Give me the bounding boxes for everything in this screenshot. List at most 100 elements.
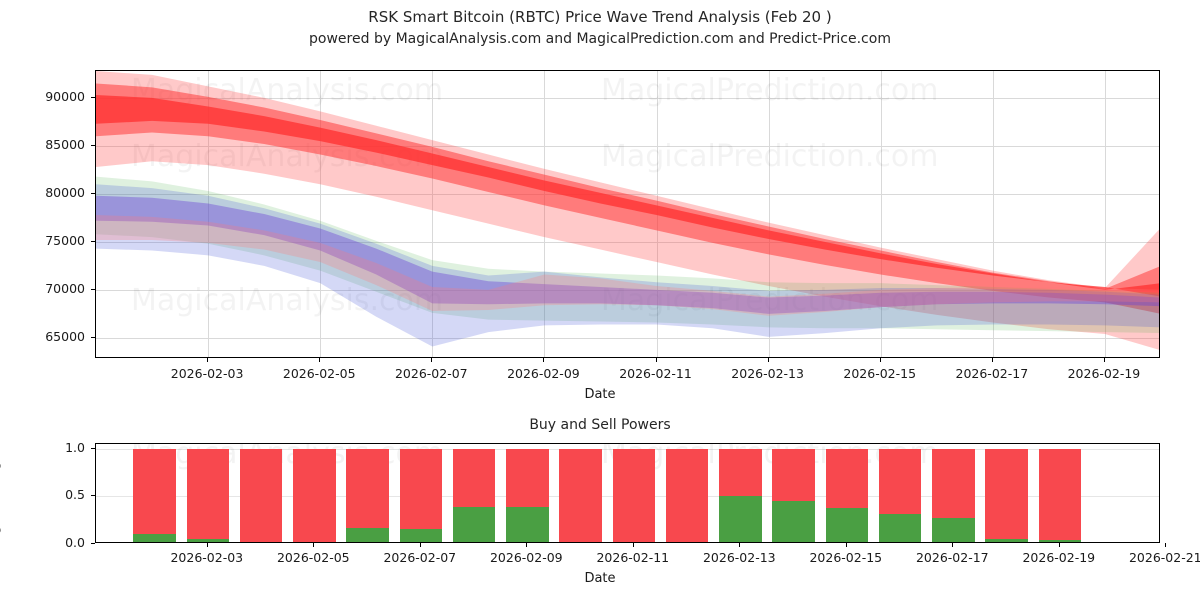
sell-power-segment xyxy=(878,448,922,514)
sell-power-segment xyxy=(665,448,709,542)
sell-power-segment xyxy=(1038,448,1082,541)
x-tick-label: 2026-02-15 xyxy=(843,366,917,381)
gridline-vertical xyxy=(880,71,882,357)
signal-bar[interactable] xyxy=(665,448,709,542)
signal-bar[interactable] xyxy=(985,448,1028,542)
signal-bar[interactable] xyxy=(878,448,922,542)
buy-power-segment xyxy=(559,542,602,543)
x-tick-label: 2026-02-11 xyxy=(596,550,670,565)
gridline-horizontal xyxy=(96,241,1159,243)
x-tick-mark xyxy=(526,543,528,547)
buy-power-segment xyxy=(452,506,496,542)
x-tick-label: 2026-02-09 xyxy=(507,366,580,381)
x-tick-label: 2026-02-13 xyxy=(702,550,776,565)
y-tick-label: 1.0 xyxy=(65,439,85,455)
signal-bar[interactable] xyxy=(932,448,975,542)
x-tick-label: 2026-02-03 xyxy=(170,550,244,565)
buy-power-segment xyxy=(293,542,336,543)
sell-power-segment xyxy=(293,448,336,542)
x-tick-mark xyxy=(1165,543,1167,547)
main-y-axis-label: Price xyxy=(0,153,1,185)
sell-power-segment xyxy=(612,448,656,542)
signal-bar[interactable] xyxy=(612,448,656,543)
main-plot-area: MagicalAnalysis.comMagicalPrediction.com… xyxy=(95,70,1160,358)
wave-band-blue-band xyxy=(96,184,1159,347)
buy-power-segment xyxy=(772,501,815,542)
price-wave-bands xyxy=(96,71,1159,350)
signal-bar[interactable] xyxy=(399,448,443,542)
y-tick-mark xyxy=(91,240,95,242)
x-tick-label: 2026-02-19 xyxy=(1022,550,1096,565)
sell-power-segment xyxy=(346,448,389,528)
gridline-horizontal xyxy=(96,289,1159,291)
y-tick-mark xyxy=(91,144,95,146)
sub-chart-title: Buy and Sell Powers xyxy=(529,417,671,433)
x-tick-mark xyxy=(632,543,634,547)
sell-power-segment xyxy=(506,448,549,507)
x-tick-mark xyxy=(1058,543,1060,547)
x-tick-mark xyxy=(543,358,545,362)
sub-x-axis-label: Date xyxy=(584,571,616,586)
y-tick-label: 80000 xyxy=(45,184,85,200)
gridline-vertical xyxy=(768,71,770,357)
signal-bar[interactable] xyxy=(825,448,869,542)
signal-bar[interactable] xyxy=(293,448,336,543)
x-tick-mark xyxy=(739,543,741,547)
x-tick-label: 2026-02-03 xyxy=(170,366,244,381)
wave-band-salmon-inner-band xyxy=(96,215,1159,316)
sell-power-segment xyxy=(932,448,975,519)
x-tick-label: 2026-02-13 xyxy=(731,366,804,381)
signal-bar[interactable] xyxy=(452,448,496,542)
buy-power-segment xyxy=(506,506,549,542)
buy-power-segment xyxy=(346,527,389,542)
y-tick-label: 65000 xyxy=(45,328,85,344)
sell-power-segment xyxy=(399,448,443,529)
signal-bar[interactable] xyxy=(239,448,283,543)
signal-bar[interactable] xyxy=(559,448,602,543)
x-tick-mark xyxy=(431,358,433,362)
sell-power-segment xyxy=(452,448,496,507)
buy-power-segment xyxy=(878,513,922,542)
y-tick-label: 70000 xyxy=(45,280,85,296)
buy-power-segment xyxy=(613,542,656,543)
buy-power-segment xyxy=(825,507,869,542)
x-tick-label: 2026-02-11 xyxy=(619,366,692,381)
gridline-vertical xyxy=(208,71,210,357)
x-tick-label: 2026-02-19 xyxy=(1067,366,1141,381)
y-tick-label: 75000 xyxy=(45,232,85,248)
x-tick-label: 2026-02-05 xyxy=(276,550,350,565)
x-tick-label: 2026-02-21 xyxy=(1128,550,1200,565)
x-tick-mark xyxy=(207,358,209,362)
sell-power-segment xyxy=(133,448,176,534)
y-tick-label: 0.5 xyxy=(65,487,85,503)
signal-bar[interactable] xyxy=(506,448,549,542)
gridline-horizontal xyxy=(96,145,1159,147)
x-tick-label: 2026-02-17 xyxy=(955,366,1029,381)
x-tick-mark xyxy=(206,543,208,547)
sell-power-segment xyxy=(772,448,815,502)
y-tick-mark xyxy=(91,543,95,544)
sell-power-segment xyxy=(719,448,762,497)
signal-bar[interactable] xyxy=(719,448,762,542)
signal-bar[interactable] xyxy=(772,448,815,542)
y-tick-label: 90000 xyxy=(45,88,85,104)
x-tick-mark xyxy=(655,358,657,362)
buy-power-segment xyxy=(240,542,283,543)
buy-power-segment xyxy=(1038,540,1082,542)
x-tick-mark xyxy=(419,543,421,547)
y-tick-mark xyxy=(91,192,95,194)
signal-bar[interactable] xyxy=(1038,448,1082,542)
signal-bar[interactable] xyxy=(186,448,230,542)
x-tick-label: 2026-02-07 xyxy=(394,366,468,381)
x-tick-label: 2026-02-07 xyxy=(383,550,457,565)
signal-bar[interactable] xyxy=(133,448,176,542)
buy-power-segment xyxy=(186,539,230,542)
page-subtitle: powered by MagicalAnalysis.com and Magic… xyxy=(309,31,891,47)
y-tick-label: 0.0 xyxy=(65,535,85,550)
sell-power-segment xyxy=(559,448,602,542)
y-tick-mark xyxy=(91,96,95,98)
x-tick-mark xyxy=(845,543,847,547)
signal-bar[interactable] xyxy=(346,448,389,542)
x-tick-mark xyxy=(319,358,321,362)
y-tick-label: 85000 xyxy=(45,136,85,152)
